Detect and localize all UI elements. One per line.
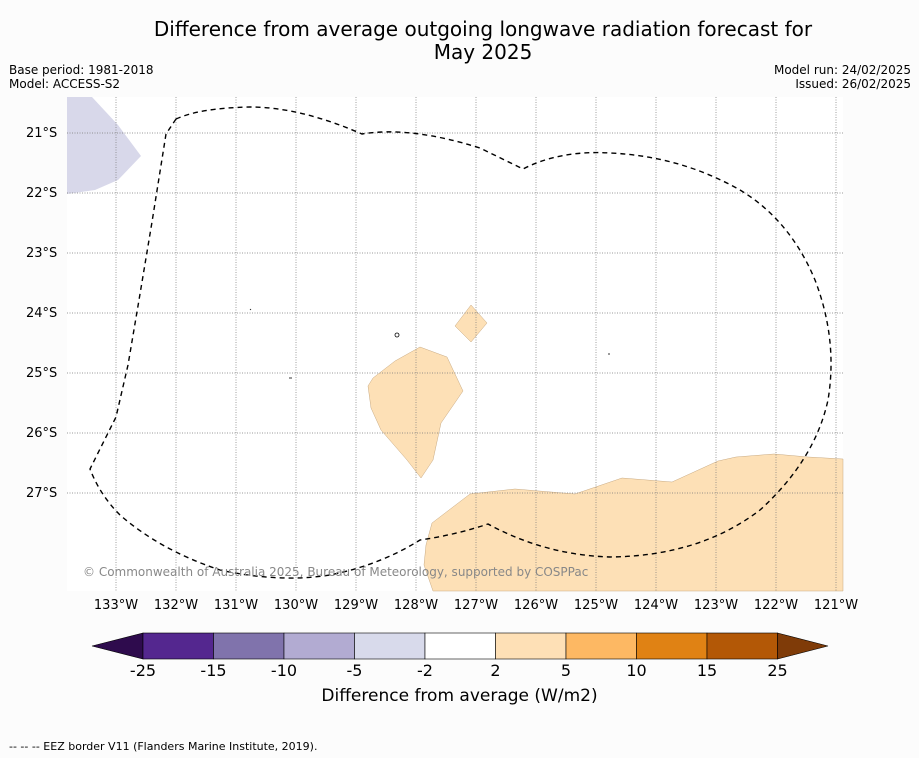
colorbar-tick-label: 25 <box>767 661 788 680</box>
colorbar-tick-label: 10 <box>626 661 647 680</box>
lat-label: 22°S <box>26 186 58 201</box>
model-name: Model: ACCESS-S2 <box>9 77 121 91</box>
colorbar-bin <box>424 632 496 660</box>
colorbar-bin <box>495 632 567 660</box>
positive-anomaly-region-south <box>423 453 844 592</box>
lat-label: 27°S <box>26 486 58 501</box>
model-run: Model run: 24/02/2025 <box>773 63 911 77</box>
lat-label: 24°S <box>26 306 58 321</box>
base-period: Base period: 1981-2018 <box>9 63 154 77</box>
positive-anomaly-region-island <box>367 346 464 479</box>
lat-label: 26°S <box>26 426 58 441</box>
colorbar-bin <box>283 632 355 660</box>
lon-label: 133°W <box>93 598 139 613</box>
issued-date: Issued: 26/02/2025 <box>795 77 911 91</box>
lon-label: 121°W <box>813 598 859 613</box>
title-line-1: Difference from average outgoing longwav… <box>153 17 813 41</box>
lon-label: 130°W <box>273 598 319 613</box>
lon-label: 124°W <box>633 598 679 613</box>
colorbar <box>91 632 829 660</box>
title-line-2: May 2025 <box>433 40 533 64</box>
colorbar-tick-label: -10 <box>270 661 298 680</box>
map-credit: © Commonwealth of Australia 2025, Bureau… <box>83 565 589 579</box>
lat-label: 25°S <box>26 366 58 381</box>
lon-label: 126°W <box>513 598 559 613</box>
colorbar-tick-label: -5 <box>346 661 363 680</box>
colorbar-title: Difference from average (W/m2) <box>321 686 598 706</box>
meta-left: Base period: 1981-2018 Model: ACCESS-S2 <box>9 63 154 91</box>
meta-right: Model run: 24/02/2025 Issued: 26/02/2025 <box>774 63 911 91</box>
lon-label: 132°W <box>153 598 199 613</box>
island-markers <box>249 308 610 379</box>
colorbar-bin <box>706 632 778 660</box>
colorbar-tick-label: -15 <box>200 661 227 680</box>
negative-anomaly-region <box>67 97 141 194</box>
map-gridlines <box>67 97 843 591</box>
colorbar-tick-label: 5 <box>560 661 572 680</box>
lat-label: 21°S <box>26 126 58 141</box>
colorbar-bin <box>213 632 285 660</box>
lat-label: 23°S <box>26 246 58 261</box>
lon-label: 125°W <box>573 598 619 613</box>
colorbar-bin <box>565 632 637 660</box>
colorbar-tick-label: -2 <box>417 661 433 680</box>
map-title: Difference from average outgoing longwav… <box>0 18 919 64</box>
colorbar-high-extension <box>777 632 829 660</box>
eez-legend-note: -- -- -- EEZ border V11 (Flanders Marine… <box>9 740 318 753</box>
lon-label: 128°W <box>393 598 439 613</box>
lon-label: 123°W <box>693 598 739 613</box>
colorbar-bin <box>142 632 214 660</box>
lon-label: 127°W <box>453 598 499 613</box>
lon-label: 131°W <box>213 598 259 613</box>
colorbar-tick-label: 15 <box>696 661 718 680</box>
colorbar-low-extension <box>91 632 144 660</box>
colorbar-bin <box>636 632 708 660</box>
lon-label: 129°W <box>333 598 379 613</box>
colorbar-bin <box>354 632 426 660</box>
colorbar-tick-label: -25 <box>129 661 157 680</box>
lon-label: 122°W <box>753 598 799 613</box>
colorbar-tick-label: 2 <box>490 661 501 680</box>
positive-anomaly-region-small <box>454 304 488 343</box>
eez-border <box>89 106 832 579</box>
